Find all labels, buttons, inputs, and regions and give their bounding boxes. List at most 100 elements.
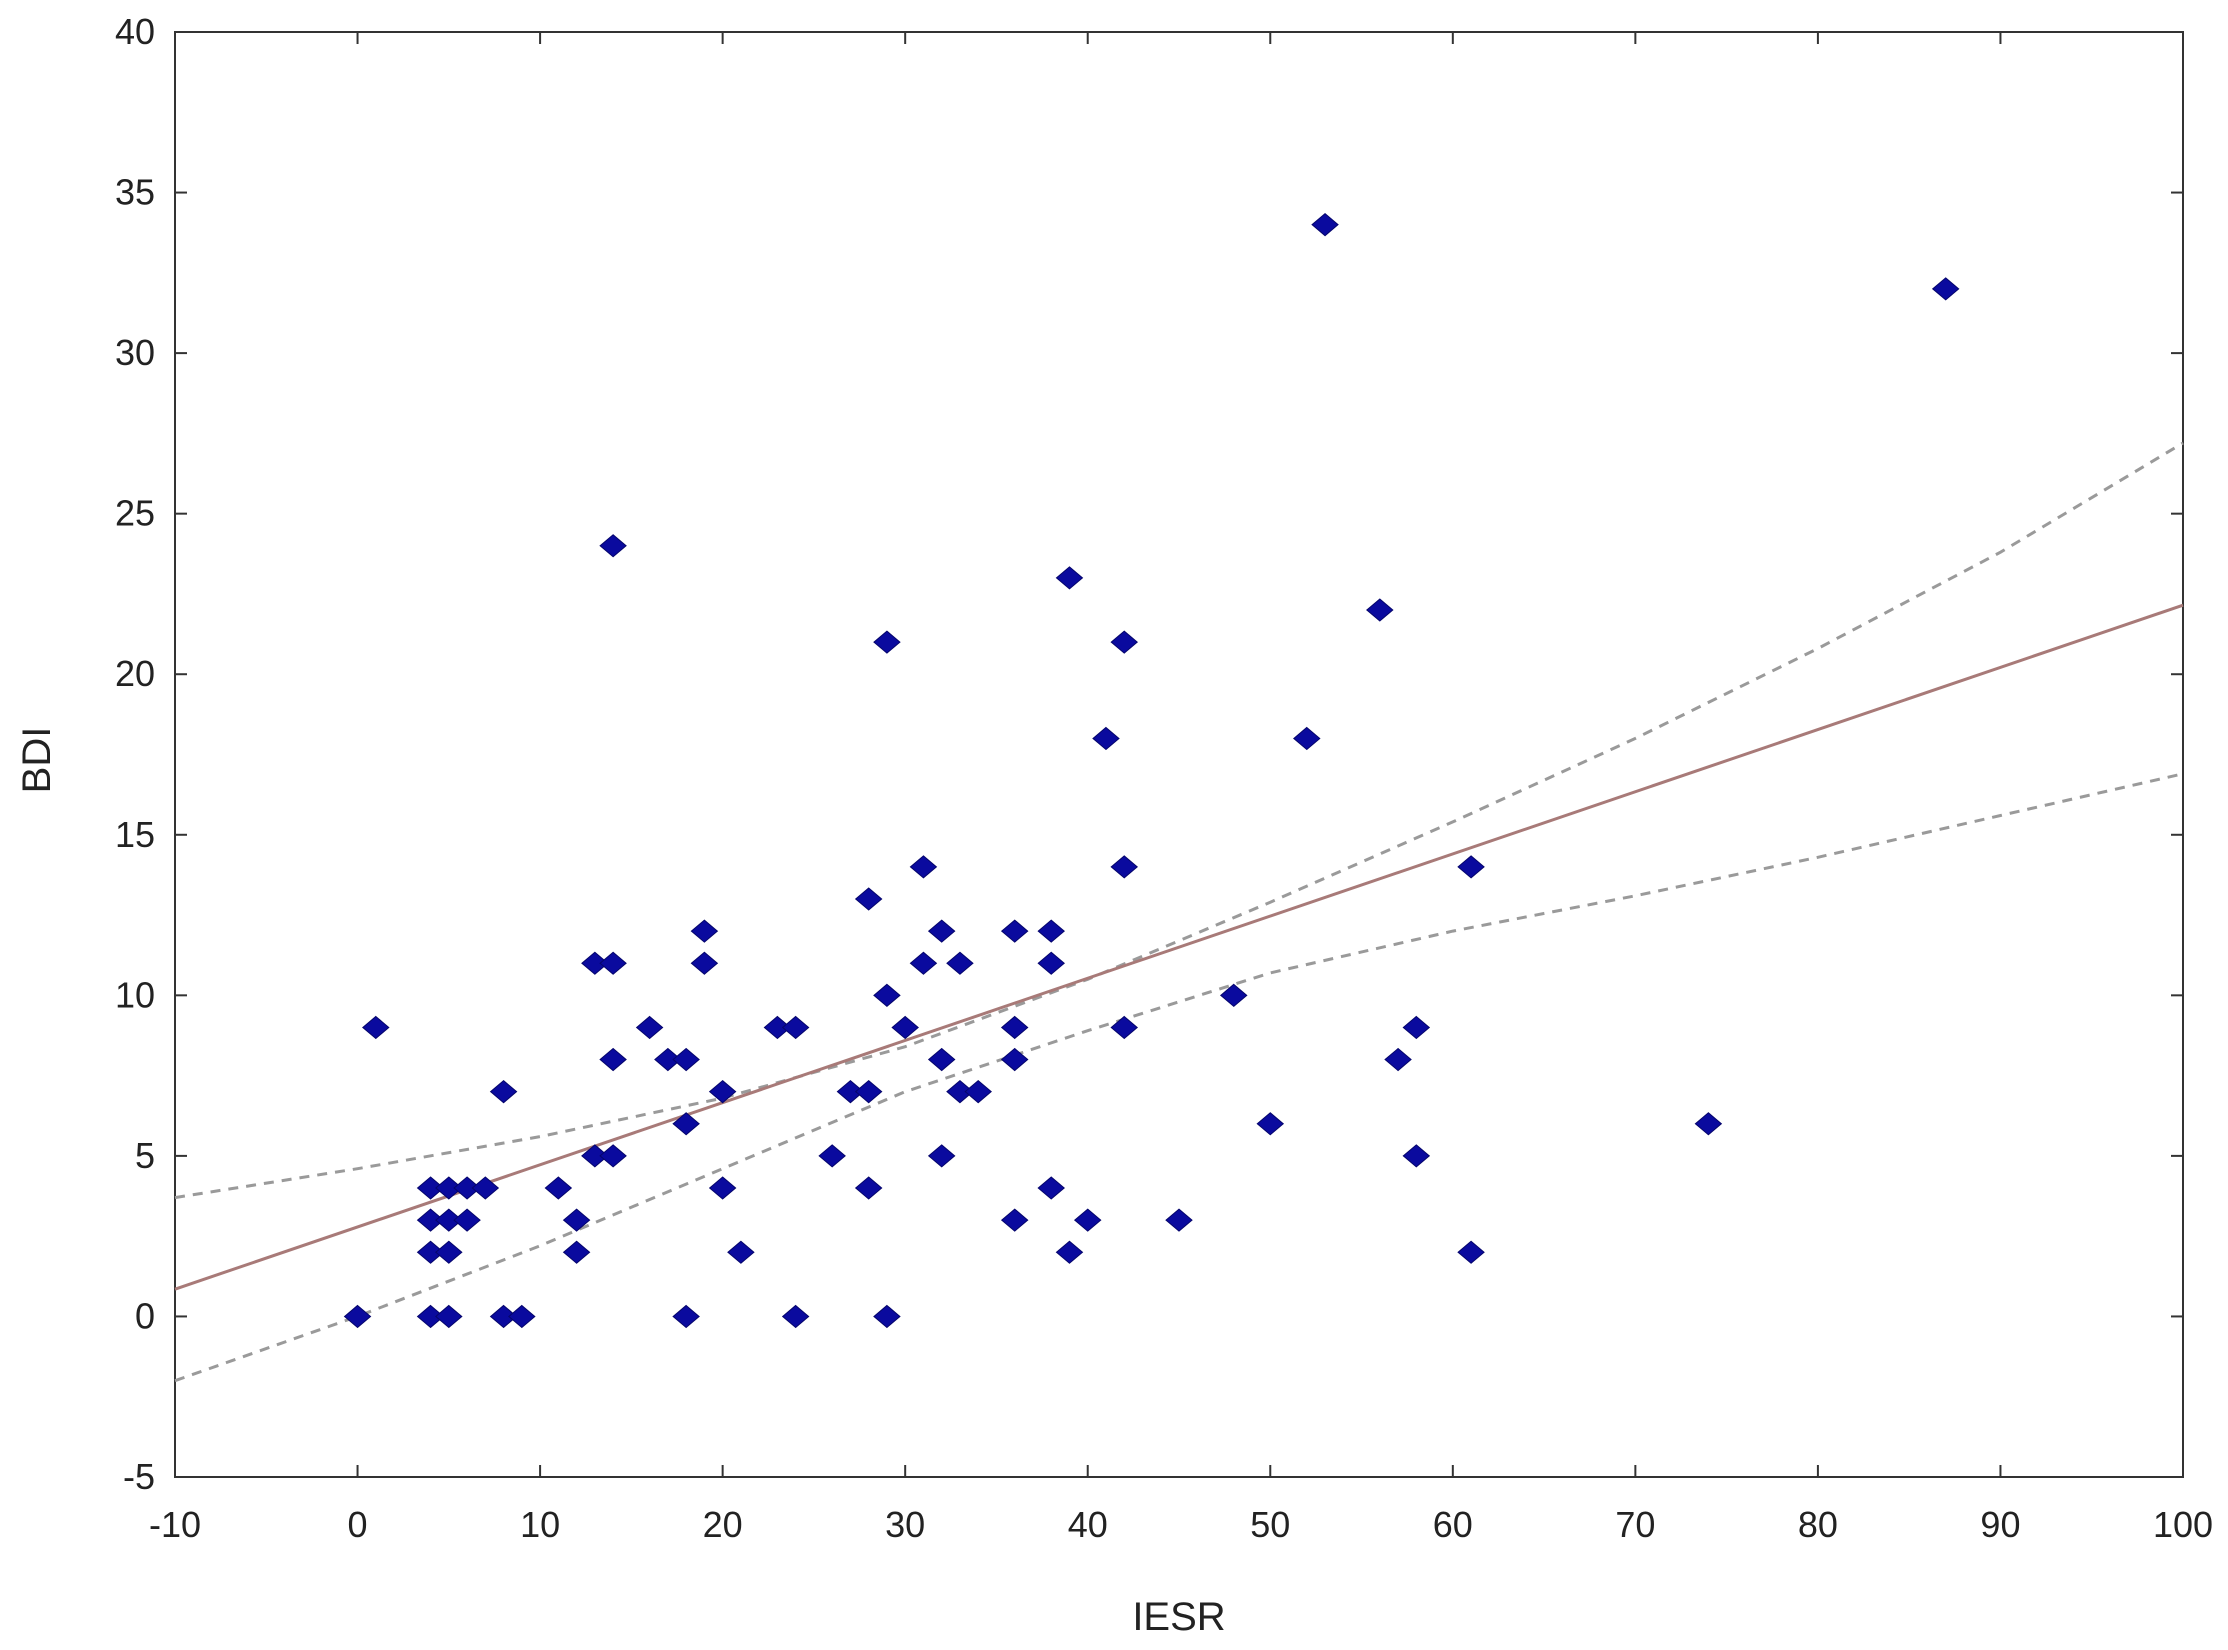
x-axis: -10 0 10 20 30 40 50 60 70 80 90 100 [149, 32, 2213, 1545]
data-point [435, 1240, 463, 1264]
data-point [1694, 1112, 1723, 1136]
y-tick-label: 30 [115, 332, 155, 373]
fit-line [174, 603, 2184, 1291]
data-point [1092, 726, 1120, 751]
x-tick-label: -10 [149, 1504, 201, 1545]
y-tick-label: -5 [123, 1456, 155, 1497]
x-tick-label: 50 [1250, 1504, 1290, 1545]
y-tick-label: 5 [135, 1135, 155, 1176]
x-tick-label: 0 [348, 1504, 368, 1545]
y-axis-title: BDI [15, 727, 59, 794]
data-point [1110, 630, 1139, 654]
x-tick-label: 90 [1980, 1504, 2020, 1545]
y-tick-label: 40 [115, 11, 155, 52]
data-point [544, 1176, 573, 1200]
data-point [1037, 1176, 1065, 1200]
data-point [1256, 1112, 1285, 1136]
data-point [1384, 1047, 1412, 1072]
x-tick-label: 10 [520, 1504, 560, 1545]
data-point [1457, 855, 1485, 879]
data-points [343, 213, 1960, 1329]
x-tick-label: 60 [1433, 1504, 1473, 1545]
data-point [1073, 1208, 1102, 1232]
data-point [946, 951, 974, 975]
y-axis: -5 0 5 10 15 20 25 30 35 40 [115, 11, 2183, 1497]
data-point [362, 1015, 390, 1040]
data-point [909, 951, 938, 975]
data-point [1457, 1240, 1485, 1264]
data-point [690, 951, 719, 975]
y-tick-label: 15 [115, 814, 155, 855]
data-point [1219, 983, 1248, 1007]
data-point [708, 1080, 737, 1104]
data-point [1165, 1208, 1193, 1232]
data-point [581, 1144, 609, 1168]
data-point [435, 1176, 463, 1200]
data-point [891, 1015, 919, 1040]
data-point [635, 1015, 664, 1040]
data-point [416, 1304, 445, 1329]
data-point [489, 1080, 518, 1104]
data-point [1366, 598, 1394, 622]
data-point [781, 1015, 810, 1040]
data-point [453, 1208, 481, 1232]
data-point [654, 1047, 682, 1072]
data-point [489, 1304, 518, 1329]
y-tick-label: 0 [135, 1295, 155, 1336]
y-tick-label: 20 [115, 653, 155, 694]
data-point [562, 1208, 591, 1232]
data-point [599, 1047, 627, 1072]
plot-area [174, 31, 2184, 1478]
data-point [1037, 951, 1065, 975]
data-point [599, 1144, 627, 1168]
data-point [690, 919, 719, 943]
data-point [781, 1304, 810, 1329]
data-point [763, 1015, 792, 1040]
y-tick-label: 35 [115, 172, 155, 213]
data-point [599, 951, 627, 975]
x-tick-label: 20 [703, 1504, 743, 1545]
data-point [854, 1080, 883, 1104]
data-point [416, 1208, 445, 1232]
data-point [836, 1080, 865, 1104]
data-point [672, 1304, 700, 1329]
data-point [927, 1047, 956, 1072]
x-tick-label: 70 [1615, 1504, 1655, 1545]
data-point [416, 1176, 445, 1200]
data-point [1110, 855, 1139, 879]
data-point [453, 1176, 481, 1200]
data-point [1402, 1015, 1431, 1040]
data-point [562, 1240, 591, 1264]
data-point [1000, 1047, 1029, 1072]
data-point [1110, 1015, 1139, 1040]
data-point [1402, 1144, 1431, 1168]
data-point [1037, 919, 1065, 943]
data-point [909, 855, 938, 879]
x-tick-label: 100 [2153, 1504, 2213, 1545]
data-point [435, 1208, 463, 1232]
data-point [1311, 213, 1339, 237]
data-point [1000, 1208, 1029, 1232]
data-point [1055, 566, 1084, 590]
data-point [708, 1176, 737, 1200]
data-point [672, 1112, 700, 1136]
data-point [1000, 1015, 1029, 1040]
data-point [927, 1144, 956, 1168]
data-point [873, 630, 901, 654]
y-tick-label: 25 [115, 493, 155, 534]
data-point [1000, 919, 1029, 943]
regression-line [174, 603, 2184, 1291]
data-point [599, 534, 627, 558]
data-point [946, 1080, 974, 1104]
data-point [1055, 1240, 1084, 1264]
x-axis-title: IESR [1132, 1595, 1225, 1639]
data-point [471, 1176, 500, 1200]
data-point [854, 1176, 883, 1200]
data-point [964, 1080, 992, 1104]
data-point [672, 1047, 700, 1072]
data-point [1293, 726, 1321, 751]
data-point [927, 919, 956, 943]
data-point [873, 1304, 901, 1329]
data-point [416, 1240, 445, 1264]
y-tick-label: 10 [115, 974, 155, 1015]
